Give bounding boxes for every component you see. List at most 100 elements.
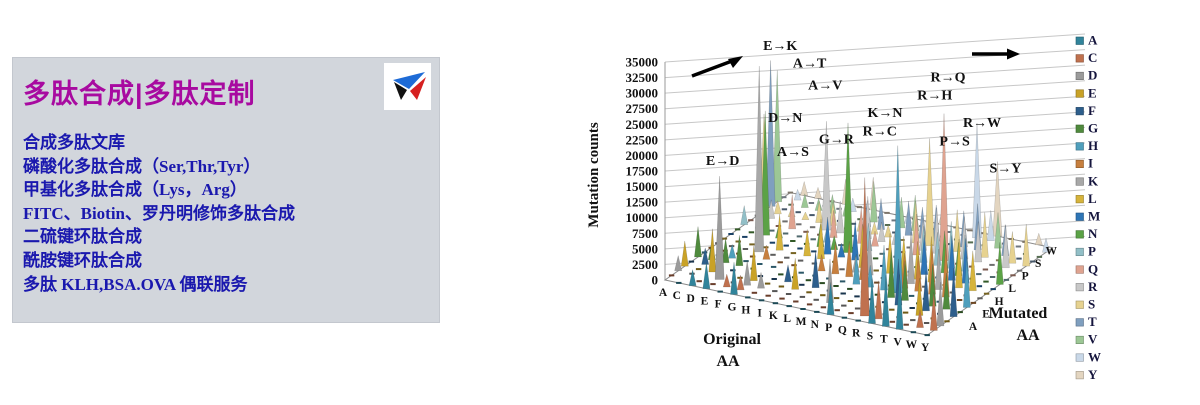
floor-dash	[1010, 274, 1016, 277]
original-axis-tick: N	[811, 319, 820, 331]
floor-dash	[770, 265, 777, 268]
legend-label: V	[1088, 332, 1098, 347]
floor-dash	[903, 323, 909, 326]
floor-dash	[982, 268, 989, 271]
y-tick-label: 35000	[626, 55, 659, 70]
floor-dash	[743, 260, 749, 263]
floor-dash	[717, 290, 723, 293]
floor-dash	[847, 287, 853, 290]
service-item: 二硫键环肽合成	[23, 227, 142, 247]
floor-dash	[976, 273, 982, 276]
legend-swatch	[1075, 265, 1084, 274]
floor-dash	[745, 296, 751, 299]
floor-dash	[796, 223, 802, 226]
floor-dash	[786, 305, 792, 308]
mutation-cone	[772, 70, 783, 203]
mutation-cone	[995, 242, 1004, 285]
floor-dash	[748, 219, 754, 222]
original-axis-title: Original	[703, 331, 761, 348]
floor-dash	[781, 196, 787, 199]
floor-dash	[848, 312, 854, 315]
legend-swatch	[1075, 71, 1084, 81]
mutation-cone	[728, 243, 737, 259]
legend-swatch	[1075, 177, 1084, 186]
floor-dash	[977, 297, 983, 300]
floor-dash	[884, 224, 891, 226]
floor-dash	[769, 241, 776, 244]
mutation-cone	[837, 242, 846, 258]
original-axis-tick: Q	[838, 325, 847, 337]
mutation-cone	[845, 241, 854, 277]
service-item: 甲基化多肽合成（Lys，Arg）	[23, 180, 247, 200]
mutation-cone	[895, 274, 904, 330]
service-item: 合成多肽文库	[23, 133, 125, 152]
original-axis-tick: F	[715, 299, 722, 311]
floor-dash	[783, 244, 789, 247]
legend-label: H	[1088, 138, 1098, 153]
floor-dash	[782, 220, 788, 223]
mutation-cone	[968, 250, 977, 291]
floor-dash	[1003, 278, 1010, 281]
floor-dash	[787, 191, 794, 194]
mutation-3d-chart-svg: 0250050007500100001250015000175002000022…	[586, 33, 1101, 382]
floor-dash	[668, 274, 675, 277]
floor-dash	[797, 259, 804, 262]
floor-dash	[983, 292, 990, 295]
mutation-cone	[767, 199, 776, 219]
logo-black-triangle	[393, 81, 407, 100]
floor-dash	[976, 285, 983, 288]
peak-label: K→N	[868, 106, 903, 121]
floor-dash	[814, 310, 820, 313]
gridline	[664, 111, 1086, 141]
mutation-chart: 0 2500 5000 7500 10000 12500 15000 17500 20000 22…	[580, 10, 1200, 400]
floor-dash	[910, 331, 917, 334]
y-tick-label: 32500	[626, 70, 659, 85]
logo-blue-triangle	[392, 71, 425, 89]
service-item: 酰胺键环肽合成	[23, 250, 142, 270]
mutation-cone	[994, 212, 1002, 249]
floor-dash	[763, 246, 769, 249]
floor-dash	[989, 263, 995, 266]
logo-red-triangle	[409, 76, 426, 100]
mutation-cone	[817, 254, 826, 272]
legend-swatch	[1075, 335, 1084, 345]
peak-labels: E→D E→K A→T A→V D→N A→S G→R K→N R→C R→H R→Q P→S R→W S…	[706, 39, 1021, 176]
floor-dash	[820, 294, 826, 297]
floor-dash	[902, 311, 909, 314]
mutation-cone	[1034, 232, 1043, 246]
mutated-axis-tick: W	[1046, 245, 1058, 257]
mutation-cone	[949, 268, 958, 317]
mutation-cone	[974, 221, 983, 263]
mutation-cone	[674, 255, 683, 271]
mutation-cone	[831, 241, 840, 275]
floor-dash	[749, 255, 756, 258]
floor-dash	[798, 271, 804, 274]
floor-dash	[788, 203, 794, 206]
legend-label: Y	[1088, 367, 1098, 382]
original-axis-tick: V	[893, 336, 902, 348]
mutation-cone	[871, 231, 879, 247]
peak-label: R→C	[863, 125, 897, 140]
original-axis-tick: W	[906, 339, 918, 351]
floor-dash	[696, 280, 702, 283]
floor-dash	[676, 281, 682, 284]
service-item: 磷酸化多肽合成（Ser,Thr,Tyr）	[23, 156, 261, 176]
floor-dash	[834, 309, 840, 312]
floor-dash	[791, 264, 797, 267]
original-axis-tick: L	[783, 313, 791, 325]
legend-swatch	[1075, 195, 1084, 204]
floor-dash	[808, 202, 815, 204]
floor-dash	[847, 300, 854, 302]
floor-dash	[728, 233, 734, 235]
gridline	[664, 80, 1086, 110]
floor-dash	[854, 307, 861, 310]
floor-dash	[728, 245, 735, 248]
flow-arrow-left-head-icon	[728, 56, 743, 68]
floor-dash	[989, 276, 996, 278]
mutation-cone	[754, 66, 765, 253]
mutation-cone	[801, 211, 810, 220]
floor-dash	[1016, 257, 1022, 260]
promo-panel: 多肽合成|多肽定制 合成多肽文库 磷酸化多肽合成（Ser,Thr,Tyr） 甲基化多…	[12, 57, 440, 323]
floor-dash	[795, 211, 801, 214]
